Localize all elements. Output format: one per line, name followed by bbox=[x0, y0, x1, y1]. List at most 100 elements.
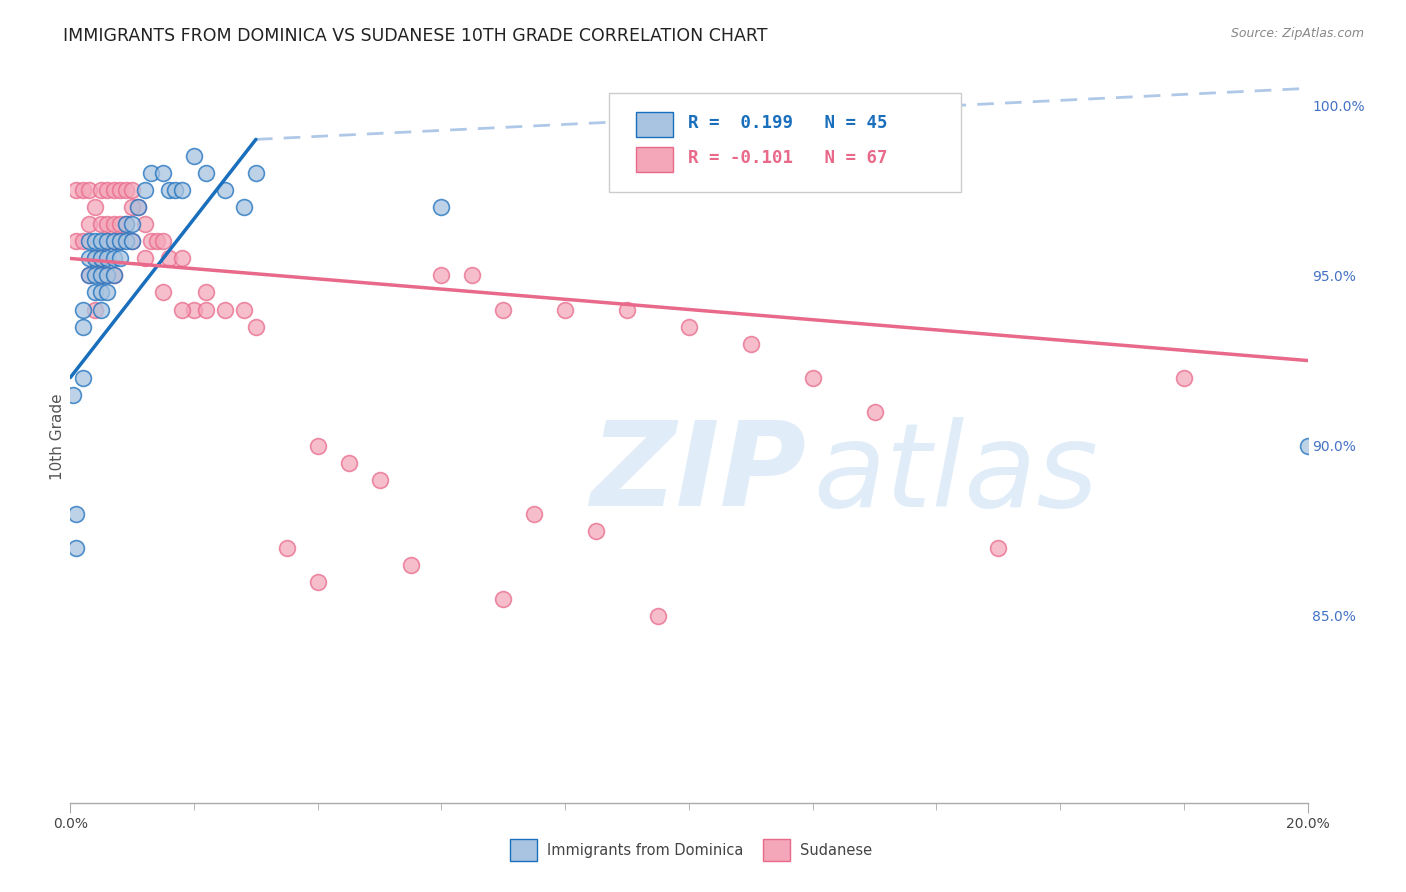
Point bbox=[461, 268, 484, 283]
Point bbox=[84, 252, 107, 266]
Point bbox=[214, 302, 236, 317]
Point bbox=[523, 507, 546, 521]
Point bbox=[115, 218, 138, 232]
Point bbox=[430, 201, 453, 215]
Point bbox=[90, 183, 112, 197]
Point bbox=[90, 268, 112, 283]
Point bbox=[678, 319, 700, 334]
Point bbox=[1296, 439, 1319, 453]
Point bbox=[195, 302, 218, 317]
FancyBboxPatch shape bbox=[763, 839, 790, 862]
Point bbox=[121, 201, 143, 215]
Point bbox=[165, 183, 187, 197]
Point bbox=[84, 235, 107, 249]
Point bbox=[232, 201, 254, 215]
Point bbox=[134, 218, 156, 232]
Point bbox=[103, 218, 125, 232]
Point bbox=[96, 252, 118, 266]
Point bbox=[121, 183, 143, 197]
Point bbox=[616, 302, 638, 317]
Point bbox=[62, 387, 84, 401]
Text: R = -0.101   N = 67: R = -0.101 N = 67 bbox=[688, 149, 887, 167]
Point bbox=[103, 235, 125, 249]
Point bbox=[139, 235, 162, 249]
Point bbox=[492, 591, 515, 606]
Point bbox=[77, 268, 100, 283]
Point bbox=[121, 235, 143, 249]
Point bbox=[368, 473, 391, 487]
Point bbox=[307, 574, 329, 589]
Point bbox=[84, 201, 107, 215]
Point bbox=[146, 235, 169, 249]
Point bbox=[183, 149, 205, 163]
Point bbox=[337, 456, 360, 470]
Point bbox=[157, 183, 180, 197]
Text: ZIP: ZIP bbox=[591, 417, 806, 531]
Point bbox=[170, 252, 193, 266]
Point bbox=[96, 285, 118, 300]
Point bbox=[399, 558, 422, 572]
Text: Source: ZipAtlas.com: Source: ZipAtlas.com bbox=[1230, 27, 1364, 40]
Point bbox=[554, 302, 576, 317]
Point bbox=[90, 268, 112, 283]
Text: Sudanese: Sudanese bbox=[800, 843, 872, 858]
Point bbox=[195, 166, 218, 180]
Y-axis label: 10th Grade: 10th Grade bbox=[49, 393, 65, 481]
Text: Immigrants from Dominica: Immigrants from Dominica bbox=[547, 843, 742, 858]
Point bbox=[115, 235, 138, 249]
Point bbox=[103, 235, 125, 249]
Point bbox=[108, 218, 131, 232]
Point bbox=[127, 201, 149, 215]
Point bbox=[214, 183, 236, 197]
Point bbox=[647, 608, 669, 623]
Point bbox=[90, 252, 112, 266]
Text: R =  0.199   N = 45: R = 0.199 N = 45 bbox=[688, 113, 887, 131]
Point bbox=[115, 183, 138, 197]
Point bbox=[801, 370, 824, 384]
Point bbox=[430, 268, 453, 283]
FancyBboxPatch shape bbox=[636, 147, 673, 172]
Point bbox=[276, 541, 298, 555]
Point bbox=[740, 336, 762, 351]
Point bbox=[84, 285, 107, 300]
Point bbox=[65, 541, 87, 555]
Text: IMMIGRANTS FROM DOMINICA VS SUDANESE 10TH GRADE CORRELATION CHART: IMMIGRANTS FROM DOMINICA VS SUDANESE 10T… bbox=[63, 27, 768, 45]
Point bbox=[492, 302, 515, 317]
Point bbox=[307, 439, 329, 453]
Point bbox=[157, 252, 180, 266]
Point bbox=[77, 235, 100, 249]
Point bbox=[103, 268, 125, 283]
Point bbox=[152, 285, 174, 300]
Point bbox=[585, 524, 607, 538]
Point bbox=[108, 235, 131, 249]
Point bbox=[863, 404, 886, 418]
Point bbox=[77, 218, 100, 232]
Point bbox=[65, 235, 87, 249]
Point bbox=[115, 218, 138, 232]
Point bbox=[108, 183, 131, 197]
Text: atlas: atlas bbox=[813, 417, 1098, 531]
Point bbox=[170, 183, 193, 197]
FancyBboxPatch shape bbox=[509, 839, 537, 862]
Point bbox=[65, 183, 87, 197]
Point bbox=[77, 268, 100, 283]
Point bbox=[103, 252, 125, 266]
FancyBboxPatch shape bbox=[609, 94, 962, 192]
Point bbox=[134, 183, 156, 197]
Point bbox=[195, 285, 218, 300]
Point bbox=[232, 302, 254, 317]
Point bbox=[90, 252, 112, 266]
FancyBboxPatch shape bbox=[636, 112, 673, 137]
Point bbox=[90, 235, 112, 249]
Point bbox=[108, 235, 131, 249]
Point bbox=[84, 302, 107, 317]
Point bbox=[139, 166, 162, 180]
Point bbox=[96, 235, 118, 249]
Point bbox=[152, 235, 174, 249]
Point bbox=[90, 218, 112, 232]
Point bbox=[1173, 370, 1195, 384]
Point bbox=[103, 183, 125, 197]
Point bbox=[72, 302, 94, 317]
Point bbox=[96, 268, 118, 283]
Point bbox=[77, 183, 100, 197]
